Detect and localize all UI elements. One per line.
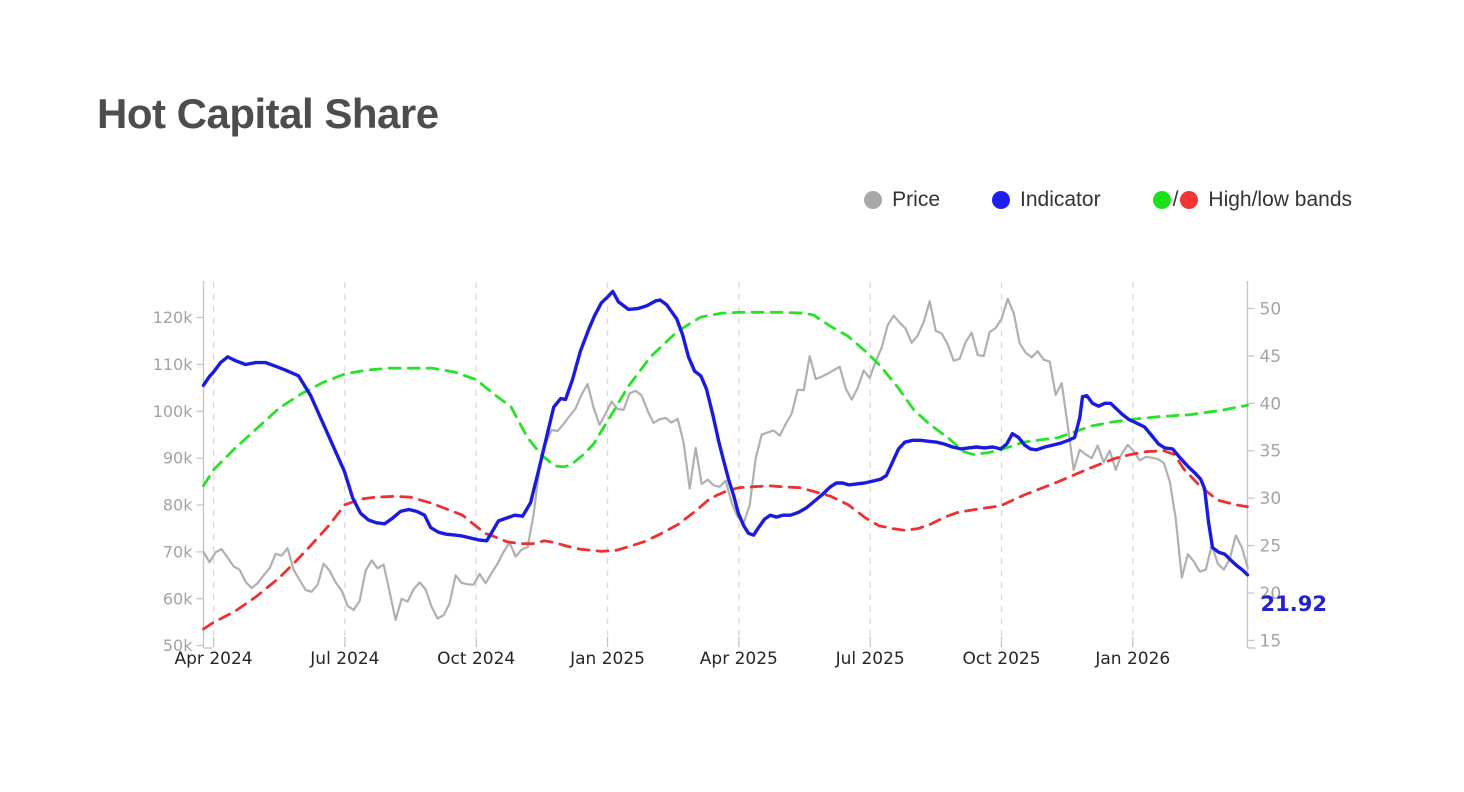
y-left-tick-label: 120k bbox=[153, 308, 194, 327]
x-tick-label: Oct 2025 bbox=[962, 649, 1040, 669]
page-title: Hot Capital Share bbox=[97, 90, 439, 137]
legend-item-bands[interactable]: / High/low bands bbox=[1152, 188, 1352, 212]
y-right-tick-label: 40 bbox=[1260, 394, 1282, 414]
legend-label-price: Price bbox=[892, 188, 941, 211]
y-right-tick-label: 15 bbox=[1260, 631, 1282, 651]
indicator-line bbox=[201, 289, 1250, 577]
y-left-tick-label: 80k bbox=[163, 496, 193, 515]
indicator-last-value: 21.92 bbox=[1261, 592, 1327, 616]
x-tick-label: Oct 2024 bbox=[437, 649, 515, 669]
legend-label-bands: High/low bands bbox=[1208, 188, 1352, 211]
legend-label-indicator: Indicator bbox=[1020, 188, 1101, 211]
y-left-tick-label: 110k bbox=[153, 355, 194, 374]
legend-bands-separator: / bbox=[1172, 188, 1179, 211]
indicator-dot-icon bbox=[992, 191, 1011, 209]
y-right-tick-label: 25 bbox=[1260, 537, 1282, 557]
y-left-tick-label: 60k bbox=[163, 589, 193, 608]
y-right-tick-label: 20 bbox=[1260, 584, 1282, 604]
low-band-dot-icon bbox=[1180, 191, 1199, 209]
x-tick-label: Apr 2025 bbox=[700, 649, 778, 669]
price-dot-icon bbox=[864, 191, 883, 209]
y-right-tick-label: 35 bbox=[1260, 442, 1282, 462]
y-left-tick-label: 70k bbox=[163, 542, 193, 561]
low-band-line bbox=[202, 449, 1249, 631]
high-band-dot-icon bbox=[1152, 191, 1171, 209]
legend-item-indicator[interactable]: Indicator bbox=[992, 188, 1101, 212]
x-tick-label: Jan 2025 bbox=[569, 649, 645, 669]
x-tick-label: Jul 2024 bbox=[309, 649, 379, 669]
x-tick-label: Jan 2026 bbox=[1094, 649, 1170, 669]
y-left-tick-label: 50k bbox=[163, 636, 193, 655]
y-right-tick-label: 45 bbox=[1260, 347, 1282, 367]
x-tick-label: Jul 2025 bbox=[835, 649, 905, 669]
y-left-tick-label: 100k bbox=[153, 402, 194, 421]
price-line bbox=[202, 297, 1249, 622]
legend: Price Indicator / High/low bands bbox=[864, 188, 1352, 212]
y-right-tick-label: 30 bbox=[1260, 489, 1282, 509]
x-tick-label: Apr 2024 bbox=[175, 649, 253, 669]
y-right-tick-label: 50 bbox=[1260, 300, 1282, 320]
y-left-tick-label: 90k bbox=[163, 449, 193, 468]
legend-item-price[interactable]: Price bbox=[864, 188, 940, 212]
